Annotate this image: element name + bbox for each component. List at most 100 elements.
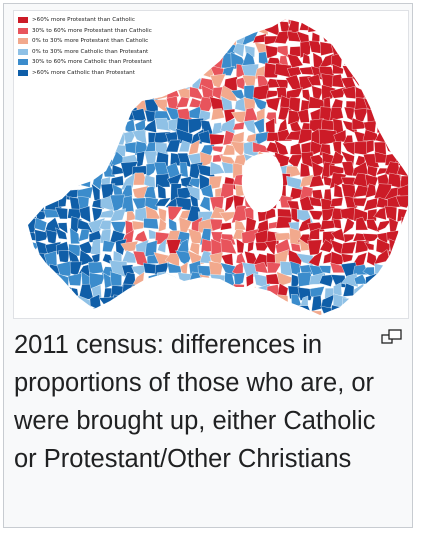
ward-region: [398, 308, 408, 315]
ward-region: [395, 195, 408, 209]
ward-region: [67, 318, 81, 319]
ward-region: [28, 184, 29, 200]
ward-region: [252, 141, 270, 153]
ward-region: [389, 21, 400, 35]
legend-item: 0% to 30% more Catholic than Protestant: [18, 47, 152, 58]
ward-region: [265, 45, 279, 59]
ward-region: [28, 152, 38, 169]
ward-region: [90, 318, 105, 319]
ward-region: [286, 66, 302, 78]
legend-label: 30% to 60% more Catholic than Protestant: [32, 59, 152, 66]
ward-region: [352, 32, 367, 46]
ward-region: [14, 286, 27, 298]
ward-region: [38, 79, 51, 89]
ward-region: [397, 260, 408, 275]
ward-region: [186, 304, 205, 315]
ward-region: [210, 19, 227, 26]
ward-region: [142, 283, 161, 299]
ward-region: [397, 88, 408, 103]
ward-region: [398, 316, 409, 319]
ward-region: [274, 139, 289, 157]
ward-region: [166, 19, 180, 24]
ward-region: [79, 151, 93, 168]
ward-region: [253, 117, 265, 134]
ward-region: [70, 107, 82, 121]
ward-region: [43, 187, 58, 201]
map-image[interactable]: >60% more Protestant than Catholic 30% to…: [13, 10, 409, 319]
ward-region: [98, 309, 117, 315]
ward-region: [158, 217, 167, 233]
ward-region: [57, 250, 70, 263]
ward-region: [289, 142, 302, 156]
ward-region: [233, 272, 246, 288]
ward-region: [125, 89, 138, 103]
ward-region: [319, 274, 335, 287]
ward-region: [15, 209, 27, 223]
legend-item: 0% to 30% more Protestant than Catholic: [18, 36, 152, 47]
ward-region: [247, 241, 254, 253]
ward-region: [375, 30, 391, 45]
legend-label: 0% to 30% more Catholic than Protestant: [32, 48, 149, 55]
ward-region: [55, 294, 73, 307]
ward-region: [387, 56, 402, 64]
ward-region: [33, 284, 51, 298]
ward-region: [120, 240, 139, 252]
ward-region: [199, 19, 215, 36]
ward-region: [80, 305, 91, 315]
ward-region: [199, 305, 211, 315]
ward-region: [109, 117, 122, 133]
legend-label: >60% more Catholic than Protestant: [32, 69, 135, 76]
legend-swatch: [18, 27, 28, 34]
ward-region: [14, 294, 27, 311]
ward-region: [373, 294, 386, 310]
ward-region: [92, 121, 106, 134]
ward-region: [254, 261, 269, 274]
ward-region: [220, 253, 234, 266]
ward-region: [310, 310, 323, 315]
ward-region: [387, 272, 403, 287]
ward-region: [388, 64, 401, 76]
ward-region: [364, 74, 378, 91]
ward-region: [136, 151, 146, 168]
legend-item: 30% to 60% more Protestant than Catholic: [18, 26, 152, 37]
ward-region: [278, 318, 289, 319]
ward-region: [187, 117, 205, 134]
ward-region: [246, 273, 254, 288]
ward-region: [79, 174, 92, 188]
ward-region: [102, 240, 116, 253]
ward-region: [28, 174, 40, 191]
ward-region: [14, 97, 27, 108]
ward-region: [362, 233, 381, 243]
ward-region: [209, 294, 225, 310]
ward-region: [354, 19, 366, 24]
ward-region: [388, 262, 400, 276]
ward-region: [197, 30, 214, 44]
ward-region: [223, 22, 234, 37]
ward-region: [385, 78, 400, 90]
ward-region: [14, 129, 25, 143]
ward-region: [374, 308, 390, 315]
ward-region: [241, 306, 259, 315]
ward-region: [364, 24, 380, 36]
ward-region: [187, 317, 201, 319]
enlarge-icon[interactable]: [381, 329, 403, 345]
ward-region: [45, 297, 61, 311]
ward-region: [353, 141, 368, 156]
ward-region: [319, 317, 334, 319]
ward-region: [115, 238, 127, 256]
ward-region: [35, 166, 49, 177]
ward-region: [365, 273, 377, 290]
ward-region: [187, 296, 204, 310]
legend-swatch: [18, 38, 28, 45]
ward-region: [308, 228, 320, 240]
ward-region: [275, 79, 289, 90]
ward-region: [332, 64, 344, 74]
ward-region: [330, 197, 344, 207]
ward-region: [80, 165, 94, 178]
ward-region: [236, 238, 245, 254]
ward-region: [265, 90, 279, 99]
ward-region: [188, 40, 201, 59]
ward-region: [54, 207, 68, 220]
ward-region: [156, 19, 169, 20]
religion-difference-map[interactable]: [14, 11, 409, 319]
